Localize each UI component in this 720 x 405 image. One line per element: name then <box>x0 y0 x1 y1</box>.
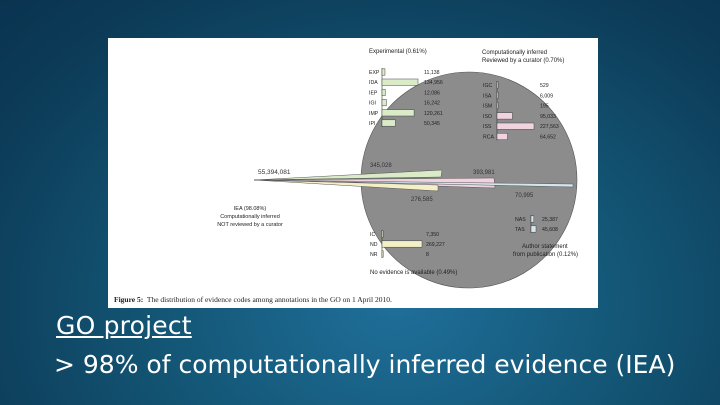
caption-label: Figure 5: <box>114 295 144 304</box>
author-value-tas: 45,608 <box>542 227 558 233</box>
experimental-value-ida: 134,956 <box>424 80 443 86</box>
no_evidence-value-nd: 269,227 <box>426 242 445 248</box>
computational-code-iso: ISO <box>483 114 492 120</box>
pie-sliver-author <box>253 179 574 188</box>
figure-caption: Figure 5: The distribution of evidence c… <box>114 295 392 304</box>
experimental-code-imp: IMP <box>369 111 379 117</box>
pie-main-value: 55,394,081 <box>258 169 291 176</box>
experimental-value-iep: 12,086 <box>424 90 440 96</box>
computational-code-rca: RCA <box>483 135 494 141</box>
computational-bar-igc <box>496 81 499 89</box>
author-bar-nas <box>530 215 535 223</box>
pie-label-line-2: Computationally inferred <box>220 214 280 220</box>
computational-code-isa: ISA <box>483 93 492 99</box>
computational-value-rca: 64,652 <box>540 135 556 141</box>
experimental-bar-exp <box>381 68 386 76</box>
computational-code-ism: ISM <box>483 104 492 110</box>
experimental-code-ida: IDA <box>369 80 378 86</box>
author-bar-tas <box>530 225 537 233</box>
experimental-bar-ipi <box>381 119 396 127</box>
pie-label-line-3: NOT reviewed by a curator <box>217 222 283 228</box>
computational-value-iss: 227,563 <box>540 124 559 130</box>
no-evidence-title: No evidence is available (0.49%) <box>370 270 457 276</box>
slice-label-experimental: 345,028 <box>370 163 392 169</box>
author-title-1: Author statement <box>522 244 568 250</box>
author-code-nas: NAS <box>515 217 526 223</box>
slice-label-author: 70,995 <box>515 193 534 199</box>
no_evidence-value-nr: 8 <box>426 252 429 258</box>
computational-title-2: Reviewed by a curator (0.70%) <box>482 58 564 64</box>
go-project-link[interactable]: GO project <box>56 311 192 340</box>
no_evidence-bar-ic <box>381 230 384 238</box>
author-title-2: from publication (0.12%) <box>513 252 578 258</box>
figure-image: 55,394,081 IEA (98.08%) Computationally … <box>108 38 598 308</box>
no_evidence-bar-nr <box>381 250 384 258</box>
experimental-bar-ida <box>381 78 419 86</box>
pie-sliver-no-evidence <box>253 179 439 192</box>
experimental-value-igi: 16,242 <box>424 101 440 107</box>
experimental-code-iep: IEP <box>369 90 378 96</box>
computational-code-iss: ISS <box>483 124 492 130</box>
experimental-value-ipi: 50,345 <box>424 121 440 127</box>
no_evidence-value-ic: 7,350 <box>426 232 439 238</box>
experimental-code-igi: IGI <box>369 101 376 107</box>
experimental-title: Experimental (0.61%) <box>369 49 427 55</box>
experimental-bar-igi <box>381 99 387 107</box>
experimental-value-imp: 120,261 <box>424 111 443 117</box>
experimental-value-exp: 11,138 <box>424 70 440 76</box>
experimental-bar-iep <box>381 88 386 96</box>
author-value-nas: 25,387 <box>542 217 558 223</box>
pie-sliver-experimental <box>253 169 443 181</box>
no_evidence-bar-nd <box>381 240 423 248</box>
slide-bullet-text: > 98% of computationally inferred eviden… <box>54 350 676 379</box>
computational-value-isa: 6,009 <box>540 93 553 99</box>
computational-value-igc: 529 <box>540 83 549 89</box>
experimental-bar-imp <box>381 109 415 117</box>
caption-text: The distribution of evidence codes among… <box>146 295 392 304</box>
evidence-figure: 55,394,081 IEA (98.08%) Computationally … <box>217 49 578 289</box>
computational-title-1: Computationally inferred <box>482 50 547 56</box>
computational-bar-iss <box>496 122 535 130</box>
author-code-tas: TAS <box>515 227 525 233</box>
slice-label-computational: 393,981 <box>473 170 495 176</box>
computational-bar-iso <box>496 112 513 120</box>
no_evidence-code-nd: ND <box>370 242 378 248</box>
no_evidence-code-nr: NR <box>370 252 378 258</box>
computational-value-iso: 95,033 <box>540 114 556 120</box>
no_evidence-code-ic: IC <box>370 232 375 238</box>
computational-code-igc: IGC <box>483 83 492 89</box>
computational-bar-ism <box>496 102 499 110</box>
experimental-code-ipi: IPI <box>369 121 375 127</box>
pie-label-line-1: IEA (98.08%) <box>234 206 267 212</box>
computational-bar-rca <box>496 133 508 140</box>
computational-value-ism: 195 <box>540 104 549 110</box>
bar-groups: EXP 11,138 IDA 134,956 IEP 12,086 IGI 16,242 IMP… <box>369 68 559 258</box>
computational-bar-isa <box>496 91 499 99</box>
slice-label-no-evidence: 276,585 <box>411 197 433 203</box>
experimental-code-exp: EXP <box>369 70 380 76</box>
